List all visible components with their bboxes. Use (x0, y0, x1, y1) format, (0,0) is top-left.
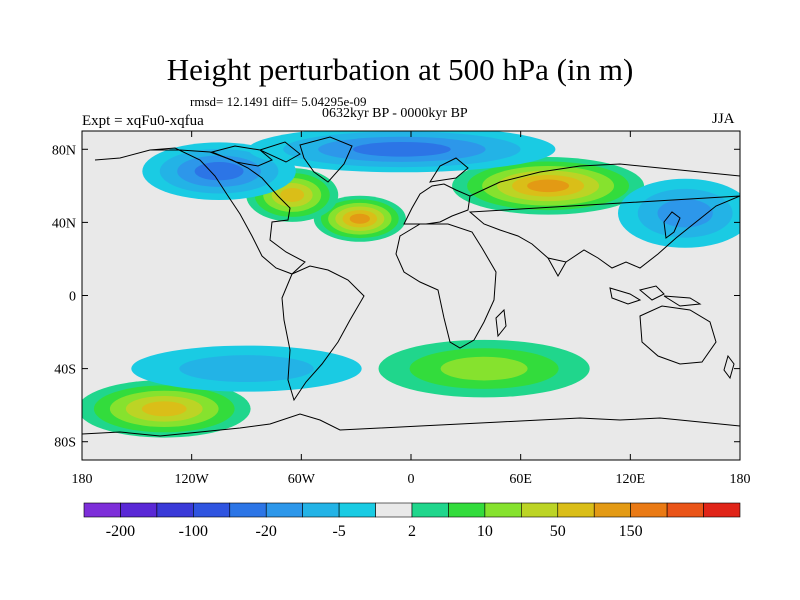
field-contour-band-7-2 (657, 199, 713, 228)
colorbar-swatch-1 (120, 502, 158, 518)
period-label: 0632kyr BP - 0000kyr BP (322, 106, 468, 121)
colorbar-label-7: 150 (619, 523, 643, 540)
europe-coastline (403, 157, 471, 225)
australia-coastline (639, 305, 717, 365)
colorbar-swatch-10 (448, 502, 486, 518)
x-tick-label-1: 120W (175, 472, 210, 487)
field-contour-band-3-2 (440, 356, 528, 381)
new-zealand-coastline (723, 354, 735, 380)
field-contour-band-4-4 (141, 401, 187, 417)
colorbar-swatch-3 (193, 502, 231, 518)
x-tick-label-3: 0 (408, 472, 415, 487)
colorbar-label-1: -100 (179, 523, 208, 540)
x-tick-label-6: 180 (730, 472, 751, 487)
colorbar-swatch-4 (229, 502, 267, 518)
colorbar-swatch-2 (156, 502, 194, 518)
y-tick-label-3: 40S (54, 363, 76, 378)
rmsd-diff-label: rmsd= 12.1491 diff= 5.04295e-09 (190, 94, 367, 109)
canadian-archipelago-coastline (210, 141, 301, 167)
colorbar-swatch-12 (521, 502, 559, 518)
field-contour-band-6-3 (353, 141, 451, 157)
colorbar-swatch-11 (484, 502, 522, 518)
season-label: JJA (712, 111, 735, 127)
colorbar-swatch-7 (338, 502, 376, 518)
colorbar-swatch-6 (302, 502, 340, 518)
field-contour-band-1-4 (280, 188, 305, 202)
field-contour-band-5-3 (194, 162, 244, 181)
colorbar-label-2: -20 (256, 523, 277, 540)
colorbar-swatch-14 (593, 502, 631, 518)
colorbar-swatch-8 (375, 502, 413, 518)
colorbar-swatch-17 (703, 502, 741, 518)
colorbar-swatch-15 (630, 502, 668, 518)
y-tick-label-4: 80S (54, 436, 76, 451)
colorbar-label-0: -200 (106, 523, 135, 540)
madagascar-coastline (495, 308, 507, 338)
asia-coastline (468, 163, 740, 269)
axes: 180 120W 60W 0 60E 120E 180 80N 40N 0 40S 80S (52, 131, 751, 487)
height-field (82, 131, 740, 460)
greenland-coastline (299, 136, 353, 183)
x-tick-label-4: 60E (509, 472, 532, 487)
y-tick-label-1: 40N (52, 216, 76, 231)
experiment-label: Expt = xqFu0-xqfua (82, 113, 204, 129)
x-tick-label-2: 60W (288, 472, 316, 487)
japan-coastline (663, 211, 681, 239)
chart-title: Height perturbation at 500 hPa (in m) (166, 52, 634, 87)
field-contour-band-2-5 (527, 179, 570, 193)
colorbar-label-6: 50 (550, 523, 566, 540)
y-tick-label-2: 0 (69, 290, 76, 305)
y-tick-label-0: 80N (52, 143, 76, 158)
indian-peninsula-coastline (547, 257, 567, 278)
colorbar-label-4: 2 (408, 523, 416, 540)
colorbar-label-5: 10 (477, 523, 493, 540)
colorbar-swatch-16 (666, 502, 704, 518)
maritime-continent-coastline (609, 285, 702, 307)
colorbar-swatch-0 (83, 502, 121, 518)
colorbar-swatch-9 (411, 502, 449, 518)
coastline-overlay (82, 136, 740, 437)
south-america-coastline (281, 265, 365, 402)
x-tick-label-5: 120E (616, 472, 646, 487)
colorbar-swatch-13 (557, 502, 595, 518)
field-contour-band-9-1 (179, 355, 314, 383)
north-america-coastline (94, 147, 306, 275)
colorbar-swatch-5 (265, 502, 303, 518)
africa-coastline (395, 223, 497, 349)
colorbar: -200 -100 -20 -5 2 10 50 150 (83, 502, 741, 540)
x-tick-label-0: 180 (72, 472, 93, 487)
colorbar-label-3: -5 (332, 523, 345, 540)
antarctica-coastline (82, 413, 740, 437)
field-contour-band-0-5 (349, 213, 370, 224)
